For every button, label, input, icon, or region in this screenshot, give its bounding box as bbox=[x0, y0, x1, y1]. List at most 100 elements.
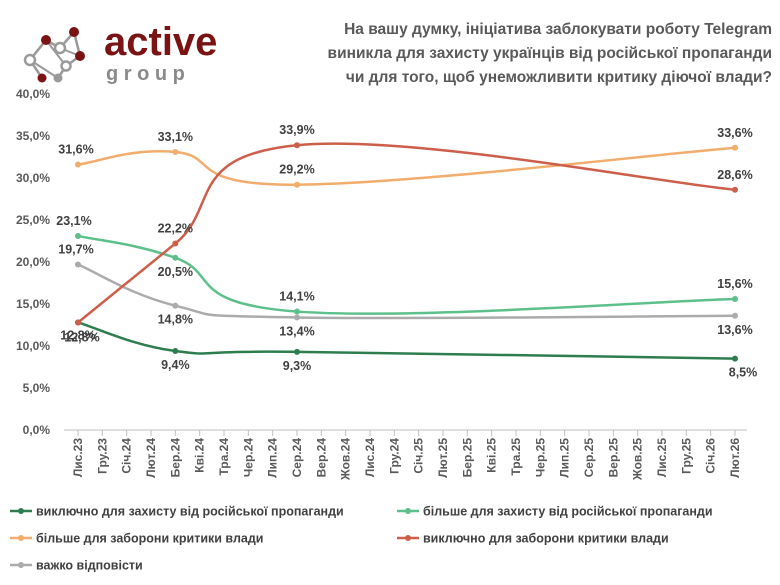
legend-item: більше для захисту від російської пропаг… bbox=[397, 505, 713, 519]
data-point bbox=[75, 319, 81, 326]
legend-label: більше для захисту від російської пропаг… bbox=[423, 505, 713, 519]
data-point bbox=[172, 148, 179, 155]
x-tick-label: Бер.25 bbox=[460, 438, 474, 478]
data-label: 13,6% bbox=[717, 323, 752, 337]
data-label: 8,5% bbox=[729, 366, 758, 380]
legend-marker bbox=[405, 508, 411, 514]
header-question: На вашу думку, ініціатива заблокувати ро… bbox=[328, 21, 772, 86]
series-line bbox=[76, 142, 737, 324]
header-line-3: чи для того, щоб унеможливити критику ді… bbox=[346, 69, 772, 86]
header-line-2: виникла для захисту українців від російс… bbox=[328, 45, 772, 62]
data-label: 15,6% bbox=[717, 277, 752, 291]
data-label: 12,8% bbox=[64, 330, 99, 344]
legend-label: виключно для заборони критики влади bbox=[423, 532, 669, 546]
data-label: 9,4% bbox=[161, 358, 190, 372]
data-label: 14,1% bbox=[279, 290, 314, 304]
x-tick-label: Лис.24 bbox=[363, 438, 377, 477]
y-tick-label: 20,0% bbox=[16, 255, 50, 269]
legend-marker bbox=[18, 562, 24, 568]
data-label: 28,6% bbox=[717, 168, 752, 182]
data-label: 33,9% bbox=[279, 123, 314, 137]
x-tick-label: Лют.25 bbox=[436, 438, 450, 478]
y-tick-label: 35,0% bbox=[16, 129, 50, 143]
legend-item: виключно для захисту від російської проп… bbox=[10, 505, 344, 519]
x-tick-label: Бер.24 bbox=[168, 438, 182, 478]
x-tick-label: Лют.24 bbox=[144, 438, 158, 478]
legend-marker bbox=[405, 535, 411, 541]
x-tick-label: Вер.25 bbox=[606, 438, 620, 478]
y-tick-label: 10,0% bbox=[16, 339, 50, 353]
series-line bbox=[76, 263, 737, 320]
series-points bbox=[75, 142, 738, 362]
x-tick-label: Лип.25 bbox=[558, 438, 572, 478]
x-tick-label: Жов.24 bbox=[339, 438, 353, 481]
data-label: 20,5% bbox=[158, 265, 193, 279]
data-point bbox=[172, 302, 179, 309]
y-tick-label: 30,0% bbox=[16, 171, 50, 185]
x-tick-label: Сер.25 bbox=[582, 438, 596, 478]
data-label: 33,1% bbox=[158, 130, 193, 144]
y-tick-label: 25,0% bbox=[16, 213, 50, 227]
data-label: 31,6% bbox=[58, 143, 93, 157]
data-point bbox=[732, 144, 738, 151]
company-logo: active g r o u p bbox=[23, 20, 217, 85]
y-axis: 0,0% 5,0% 10,0% 15,0% 20,0% 25,0% 30,0% 35,0% 40… bbox=[16, 87, 50, 437]
logo-network-icon bbox=[23, 27, 85, 83]
x-tick-label: Кві.25 bbox=[485, 438, 499, 473]
data-point bbox=[172, 254, 179, 261]
x-tick-label: Жов.25 bbox=[631, 438, 645, 481]
logo-subword: g r o u p bbox=[106, 63, 185, 85]
data-label: 12,8% bbox=[60, 328, 95, 342]
data-label: 33,6% bbox=[717, 126, 752, 140]
x-tick-label: Лис.25 bbox=[655, 438, 669, 477]
x-tick-label: Гру.25 bbox=[679, 438, 693, 474]
legend: виключно для захисту від російської проп… bbox=[10, 505, 713, 573]
data-point bbox=[75, 261, 81, 268]
data-label: 14,8% bbox=[158, 313, 193, 327]
header-line-1: На вашу думку, ініціатива заблокувати ро… bbox=[344, 21, 772, 38]
series-line bbox=[76, 321, 737, 360]
legend-label: важко відповісти bbox=[36, 559, 143, 573]
legend-marker bbox=[18, 535, 24, 541]
data-point bbox=[172, 348, 179, 355]
data-point bbox=[294, 348, 300, 355]
data-point bbox=[732, 295, 738, 302]
data-labels: 12,8% 9,4% 9,3% 8,5% 23,1% 20,5% 14,1% 15,6% 31,… bbox=[56, 123, 757, 379]
data-point bbox=[294, 314, 300, 321]
y-tick-label: 5,0% bbox=[23, 381, 51, 395]
data-point bbox=[75, 232, 81, 239]
series-line bbox=[76, 234, 737, 315]
data-point bbox=[732, 355, 738, 362]
data-point bbox=[294, 308, 300, 315]
data-label: 22,2% bbox=[158, 222, 193, 236]
x-tick-label: Лис.23 bbox=[71, 438, 85, 477]
x-tick-label: Гру.24 bbox=[387, 438, 401, 474]
data-label: 29,2% bbox=[279, 163, 314, 177]
logo-word: active bbox=[104, 20, 217, 64]
x-tick-label: Січ.25 bbox=[412, 438, 426, 474]
data-label: 9,3% bbox=[283, 359, 312, 373]
x-tick-label: Кві.24 bbox=[193, 438, 207, 473]
data-point bbox=[172, 240, 179, 247]
legend-label: виключно для захисту від російської проп… bbox=[36, 505, 344, 519]
data-label: 23,1% bbox=[56, 214, 91, 228]
data-point bbox=[732, 312, 738, 319]
y-tick-label: 40,0% bbox=[16, 87, 50, 101]
x-axis: Лис.23 Гру.23 Січ.24 Лют.24 Бер.24 Кві.24 Тра.… bbox=[64, 429, 747, 481]
legend-marker bbox=[18, 508, 24, 514]
legend-item: більше для заборони критики влади bbox=[10, 532, 263, 546]
x-tick-label: Вер.24 bbox=[314, 438, 328, 478]
data-label: 13,4% bbox=[279, 324, 314, 338]
data-point bbox=[294, 142, 300, 149]
x-tick-label: Чер.24 bbox=[241, 438, 255, 477]
x-tick-label: Лют.26 bbox=[728, 438, 742, 478]
x-tick-label: Лип.24 bbox=[266, 438, 280, 478]
x-tick-label: Січ.24 bbox=[120, 438, 134, 474]
x-tick-label: Сер.24 bbox=[290, 438, 304, 478]
x-tick-label: Січ.26 bbox=[704, 438, 718, 474]
series-lines bbox=[76, 142, 737, 360]
data-point bbox=[75, 161, 81, 168]
legend-item: виключно для заборони критики влади bbox=[397, 532, 669, 546]
series-line bbox=[76, 146, 737, 186]
